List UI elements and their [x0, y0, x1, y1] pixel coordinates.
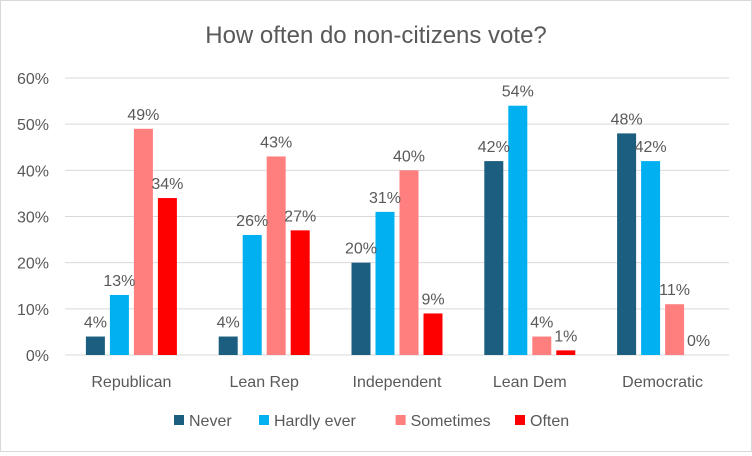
data-label: 27% — [284, 208, 316, 225]
data-label: 43% — [260, 134, 292, 151]
y-tick-label: 50% — [17, 117, 49, 134]
data-label: 0% — [687, 333, 710, 350]
bar-never — [484, 161, 504, 355]
data-label: 4% — [217, 315, 240, 332]
data-label: 20% — [345, 241, 377, 258]
y-tick-label: 30% — [17, 210, 49, 227]
data-label: 49% — [127, 107, 159, 124]
data-label: 11% — [659, 282, 690, 299]
data-label: 40% — [393, 148, 425, 165]
bar-never — [351, 262, 371, 355]
bar-hardly-ever — [641, 161, 661, 355]
bar-often — [157, 198, 177, 355]
y-tick-label: 0% — [26, 348, 49, 365]
bar-sometimes — [665, 304, 685, 355]
data-label: 48% — [611, 111, 643, 128]
data-label: 4% — [530, 315, 553, 332]
y-tick-label: 40% — [17, 163, 49, 180]
x-tick-label: Democratic — [622, 374, 703, 391]
bar-never — [617, 133, 637, 355]
legend-label: Never — [189, 413, 232, 430]
data-label: 31% — [369, 190, 401, 207]
legend-label: Hardly ever — [274, 413, 356, 430]
legend-swatch — [395, 415, 406, 425]
data-label: 42% — [635, 139, 667, 156]
bar-never — [85, 336, 105, 355]
bar-hardly-ever — [109, 294, 129, 355]
data-label: 9% — [421, 291, 444, 308]
x-tick-label: Lean Rep — [230, 374, 299, 391]
legend-swatch — [174, 415, 184, 425]
y-tick-label: 10% — [17, 302, 49, 319]
legend-swatch — [259, 415, 269, 425]
y-tick-label: 60% — [17, 71, 49, 88]
bar-never — [218, 336, 238, 355]
x-tick-label: Republican — [91, 374, 171, 391]
bar-hardly-ever — [508, 105, 528, 355]
bar-hardly-ever — [242, 234, 262, 355]
legend-swatch — [515, 415, 525, 425]
bar-sometimes — [133, 128, 153, 355]
data-label: 34% — [151, 176, 183, 193]
data-label: 13% — [103, 273, 135, 290]
bar-often — [556, 350, 576, 355]
y-tick-label: 20% — [17, 256, 49, 273]
bar-sometimes — [532, 336, 552, 355]
bar-often — [423, 313, 443, 355]
data-label: 26% — [236, 213, 268, 230]
x-tick-label: Lean Dem — [493, 374, 567, 391]
bar-sometimes — [399, 170, 419, 355]
legend-label: Sometimes — [411, 413, 491, 430]
bar-sometimes — [266, 156, 286, 355]
x-tick-label: Independent — [353, 374, 443, 391]
data-label: 1% — [554, 328, 577, 345]
bar-hardly-ever — [375, 211, 395, 355]
data-label: 42% — [478, 139, 510, 156]
bar-often — [290, 230, 310, 355]
chart-title: How often do non-citizens vote? — [205, 22, 547, 49]
data-label: 54% — [502, 84, 534, 101]
legend-label: Often — [530, 413, 569, 430]
data-label: 4% — [84, 315, 107, 332]
